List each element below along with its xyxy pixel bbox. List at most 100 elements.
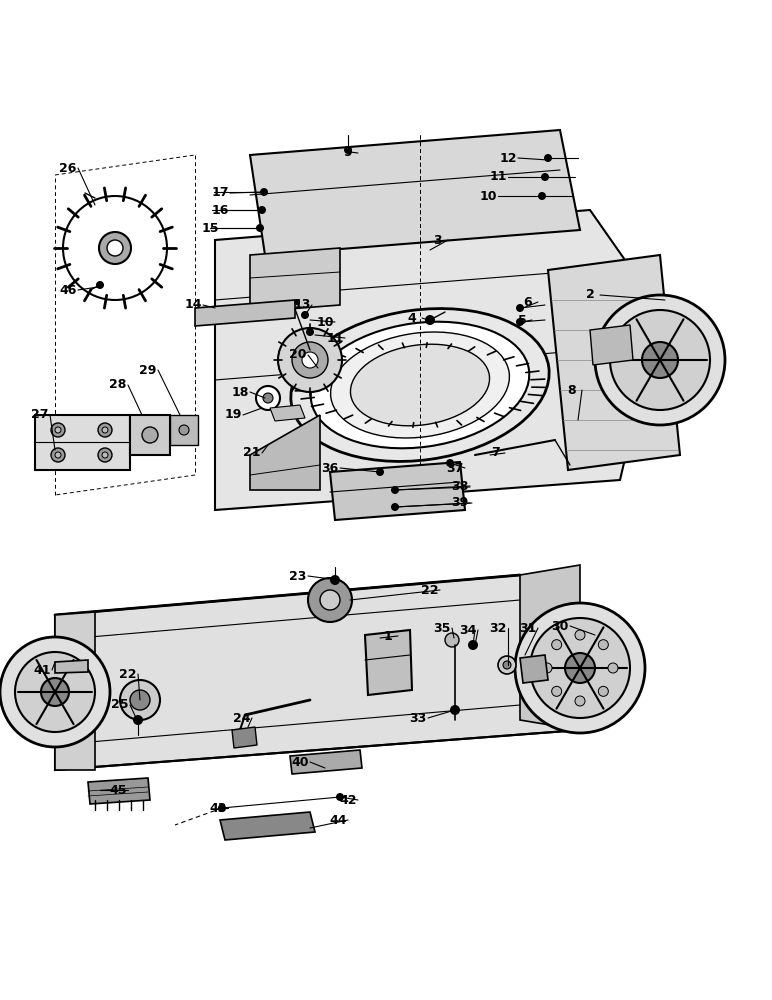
Circle shape	[598, 686, 608, 696]
Circle shape	[425, 315, 435, 325]
Circle shape	[610, 310, 710, 410]
Circle shape	[308, 578, 352, 622]
Text: 37: 37	[446, 462, 464, 475]
Ellipse shape	[350, 344, 489, 426]
Polygon shape	[548, 255, 680, 470]
Circle shape	[218, 804, 226, 812]
Circle shape	[0, 637, 110, 747]
Polygon shape	[35, 415, 130, 470]
Text: 19: 19	[225, 408, 242, 422]
Polygon shape	[215, 210, 660, 510]
Circle shape	[565, 653, 595, 683]
Text: 10: 10	[317, 316, 334, 328]
Circle shape	[598, 640, 608, 650]
Circle shape	[446, 459, 454, 467]
Circle shape	[391, 486, 399, 494]
Text: 14: 14	[185, 298, 201, 312]
Circle shape	[450, 705, 460, 715]
Text: 17: 17	[212, 186, 229, 200]
Text: 28: 28	[110, 378, 127, 391]
Text: 32: 32	[489, 621, 506, 635]
Text: 23: 23	[290, 570, 306, 582]
Text: 42: 42	[339, 794, 357, 806]
Polygon shape	[88, 778, 150, 804]
Circle shape	[344, 146, 352, 154]
Text: 35: 35	[433, 621, 451, 635]
Text: 25: 25	[111, 698, 129, 712]
Text: 22: 22	[119, 668, 137, 680]
Text: 1: 1	[384, 630, 392, 643]
Text: 22: 22	[422, 584, 438, 596]
Text: 12: 12	[499, 151, 516, 164]
Text: 18: 18	[232, 385, 249, 398]
Circle shape	[376, 468, 384, 476]
Text: 8: 8	[567, 383, 577, 396]
Circle shape	[542, 663, 552, 673]
Circle shape	[179, 425, 189, 435]
Polygon shape	[232, 727, 257, 748]
Text: 10: 10	[479, 190, 496, 202]
Circle shape	[142, 427, 158, 443]
Polygon shape	[55, 660, 88, 673]
Circle shape	[41, 678, 69, 706]
Circle shape	[63, 196, 167, 300]
Circle shape	[107, 240, 123, 256]
Text: 13: 13	[293, 298, 310, 312]
Text: 31: 31	[520, 621, 537, 635]
Text: 15: 15	[201, 222, 218, 234]
Circle shape	[498, 656, 516, 674]
Polygon shape	[220, 812, 315, 840]
Text: 20: 20	[290, 349, 306, 361]
Circle shape	[98, 448, 112, 462]
Circle shape	[263, 393, 273, 403]
Text: 41: 41	[33, 664, 51, 676]
Text: 40: 40	[291, 756, 309, 768]
Polygon shape	[55, 575, 580, 770]
Polygon shape	[520, 655, 548, 683]
Circle shape	[552, 686, 562, 696]
Text: 45: 45	[110, 784, 127, 796]
Circle shape	[260, 188, 268, 196]
Ellipse shape	[310, 322, 530, 448]
Text: 16: 16	[212, 204, 229, 217]
Circle shape	[503, 661, 511, 669]
Circle shape	[391, 503, 399, 511]
Text: 27: 27	[31, 408, 49, 422]
Circle shape	[516, 304, 524, 312]
Text: 24: 24	[233, 712, 251, 724]
Circle shape	[133, 715, 143, 725]
Circle shape	[51, 448, 65, 462]
Circle shape	[55, 452, 61, 458]
Text: 9: 9	[344, 146, 352, 159]
Text: 11: 11	[327, 332, 344, 344]
Text: 30: 30	[551, 619, 569, 633]
Circle shape	[330, 575, 340, 585]
Ellipse shape	[330, 332, 510, 438]
Circle shape	[302, 352, 318, 368]
Circle shape	[575, 696, 585, 706]
Circle shape	[120, 680, 160, 720]
Polygon shape	[250, 248, 340, 312]
Polygon shape	[330, 462, 465, 520]
Polygon shape	[590, 325, 633, 365]
Circle shape	[595, 295, 725, 425]
Circle shape	[468, 640, 478, 650]
Circle shape	[51, 423, 65, 437]
Polygon shape	[170, 415, 198, 445]
Text: 21: 21	[243, 446, 261, 460]
Text: 6: 6	[523, 296, 533, 308]
Circle shape	[530, 618, 630, 718]
Circle shape	[515, 603, 645, 733]
Circle shape	[256, 386, 280, 410]
Circle shape	[642, 342, 678, 378]
Text: 2: 2	[586, 288, 594, 302]
Polygon shape	[520, 565, 580, 730]
Circle shape	[98, 423, 112, 437]
Circle shape	[15, 652, 95, 732]
Circle shape	[96, 281, 104, 289]
Circle shape	[320, 590, 340, 610]
Circle shape	[55, 427, 61, 433]
Text: 44: 44	[329, 814, 347, 826]
Circle shape	[336, 793, 344, 801]
Text: 38: 38	[452, 480, 469, 492]
